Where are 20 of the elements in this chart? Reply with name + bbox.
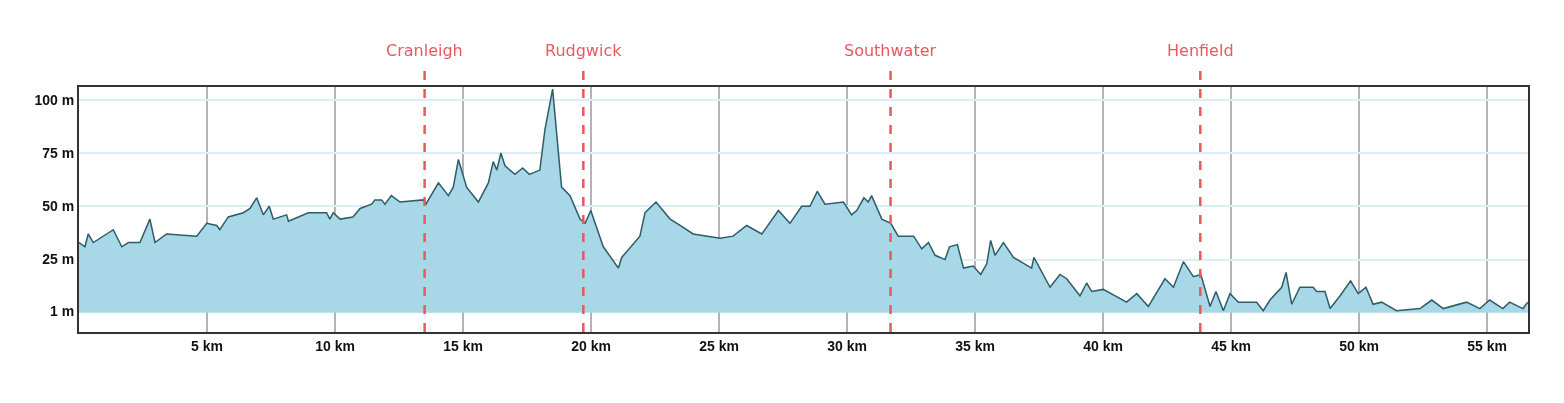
x-tick-label: 45 km: [1211, 337, 1251, 354]
x-tick-label: 15 km: [443, 337, 483, 354]
y-tick-label: 1 m: [50, 302, 75, 319]
x-tick-label: 20 km: [571, 337, 611, 354]
y-tick-label: 25 m: [42, 251, 75, 268]
x-tick-label: 35 km: [955, 337, 995, 354]
ref-line-label: Henfield: [1167, 41, 1234, 60]
x-tick-label: 55 km: [1467, 337, 1507, 354]
ref-line-label: Cranleigh: [386, 41, 463, 60]
ref-line-label: Rudgwick: [545, 41, 623, 60]
y-tick-label: 50 m: [42, 198, 75, 215]
x-tick-label: 30 km: [827, 337, 867, 354]
y-tick-label: 100 m: [34, 91, 75, 108]
ref-line-label: Southwater: [844, 41, 937, 60]
x-tick-label: 5 km: [191, 337, 223, 354]
x-tick-label: 10 km: [315, 337, 355, 354]
x-tick-label: 50 km: [1339, 337, 1379, 354]
y-tick-label: 75 m: [42, 144, 75, 161]
x-tick-label: 25 km: [699, 337, 739, 354]
x-tick-label: 40 km: [1083, 337, 1123, 354]
